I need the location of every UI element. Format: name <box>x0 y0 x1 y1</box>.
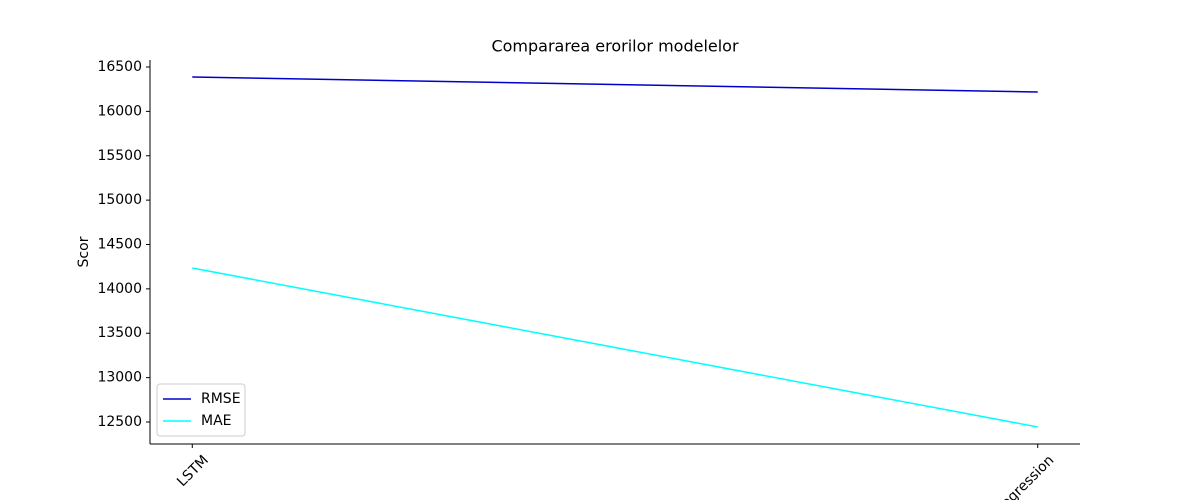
y-tick-label: 13500 <box>97 325 142 341</box>
y-tick-label: 16500 <box>97 59 142 75</box>
legend-box <box>156 383 246 437</box>
chart-title: Compararea erorilor modelelor <box>491 37 739 56</box>
x-tick-label: Linear Regression <box>958 452 1057 500</box>
y-tick-label: 12500 <box>97 414 142 430</box>
y-axis-label: Scor <box>76 236 92 267</box>
y-tick-label: 16000 <box>97 103 142 119</box>
y-tick-label: 15500 <box>97 148 142 164</box>
y-tick-label: 15000 <box>97 192 142 208</box>
line-series <box>192 267 1038 428</box>
line-series <box>192 76 1038 93</box>
y-tick-label: 14500 <box>97 237 142 253</box>
legend-label: MAE <box>201 413 232 429</box>
y-tick-label: 13000 <box>97 370 142 386</box>
y-tick-label: 14000 <box>97 281 142 297</box>
x-tick-label: LSTM <box>174 452 212 490</box>
legend-label: RMSE <box>201 391 241 407</box>
